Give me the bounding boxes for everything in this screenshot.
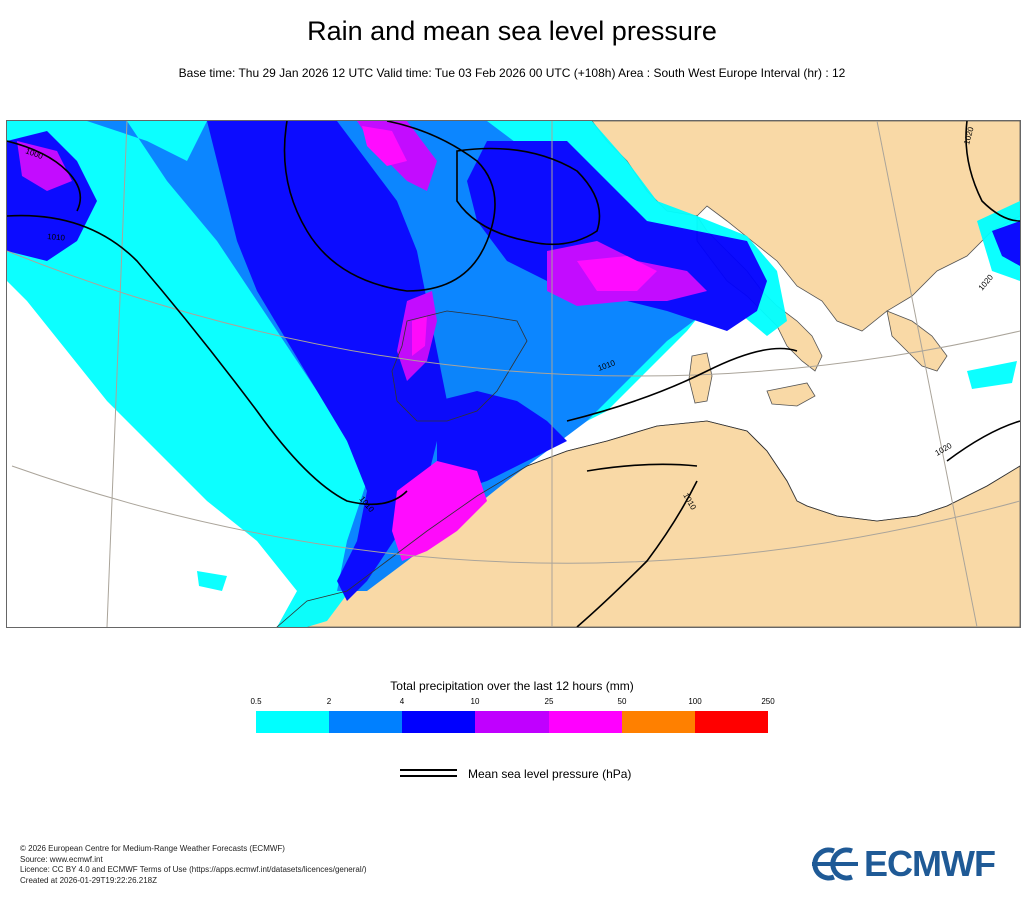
- colorbar-swatch-1: [329, 711, 403, 733]
- isobar-low-ring: [283, 121, 496, 292]
- ecmwf-logo: ECMWF: [812, 843, 996, 884]
- footer-line: Created at 2026-01-29T19:22:26.218Z: [20, 875, 157, 885]
- ecmwf-logo-icon: [812, 847, 858, 881]
- mslp-legend-label: Mean sea level pressure (hPa): [468, 767, 632, 781]
- coastlines: [276, 310, 1020, 627]
- isobar-1010-west: [7, 214, 408, 506]
- precip-patch-4: [967, 361, 1017, 389]
- colorbar-swatch-0: [256, 711, 330, 733]
- precip-patch-3: [197, 571, 227, 591]
- footer-line: Licence: CC BY 4.0 and ECMWF Terms of Us…: [20, 865, 367, 874]
- legend-tick: 2: [326, 697, 332, 706]
- forecast-map: 1000 1010 1010 1010 1010 1020 1020 1020: [6, 120, 1021, 628]
- precip-band-very-heavy-4: [17, 141, 72, 191]
- legend-tick: 50: [617, 697, 627, 706]
- isobar-1020-east: [946, 420, 1020, 462]
- legend-tick: 25: [544, 697, 554, 706]
- isobar-central: [456, 147, 601, 246]
- precip-band-extreme-2: [577, 256, 657, 291]
- legend-tick: 4: [399, 697, 405, 706]
- graticule: [7, 121, 1020, 627]
- colorbar-swatch-6: [694, 711, 768, 733]
- colorbar-swatch-3: [475, 711, 549, 733]
- isobar-1010-africa: [576, 480, 698, 627]
- precip-band-extreme-3: [362, 126, 407, 166]
- legend-title: Total precipitation over the last 12 hou…: [390, 679, 634, 693]
- colorbar-swatch-2: [402, 711, 476, 733]
- land-sicily: [766, 382, 816, 407]
- isobar-1000: [7, 140, 82, 212]
- isobars: [7, 121, 1020, 627]
- isobar-africa-inner: [586, 463, 698, 472]
- chart-subtitle: Base time: Thu 29 Jan 2026 12 UTC Valid …: [178, 66, 846, 80]
- land-greece: [886, 310, 948, 372]
- precipitation-colorbar: [256, 711, 768, 733]
- mslp-legend-line: [400, 769, 457, 777]
- legend-tick: 100: [688, 697, 702, 706]
- precip-band-extreme: [392, 461, 487, 561]
- precip-patch-2: [992, 221, 1020, 266]
- footer-credits: © 2026 European Centre for Medium-Range …: [20, 844, 367, 886]
- legend-tick: 0.5: [250, 697, 262, 706]
- isobar-label: 1010: [47, 232, 66, 243]
- isobar-1010-south: [566, 347, 798, 422]
- colorbar-swatch-5: [621, 711, 695, 733]
- precip-band-heavy: [207, 121, 447, 601]
- legend-ticks: 0.5 2 4 10 25 50 100 250: [250, 697, 774, 709]
- footer-line: © 2026 European Centre for Medium-Range …: [20, 844, 285, 853]
- isobar-1020-ne: [965, 121, 1020, 222]
- chart-title: Rain and mean sea level pressure: [307, 16, 717, 46]
- colorbar-swatch-4: [548, 711, 622, 733]
- footer-line: Source: www.ecmwf.int: [20, 854, 103, 864]
- ecmwf-logo-text: ECMWF: [864, 843, 996, 884]
- legend-tick: 250: [761, 697, 775, 706]
- legend-tick: 10: [470, 697, 480, 706]
- precip-band-heavy-mid: [437, 391, 567, 491]
- precip-band-extreme-4: [412, 316, 427, 356]
